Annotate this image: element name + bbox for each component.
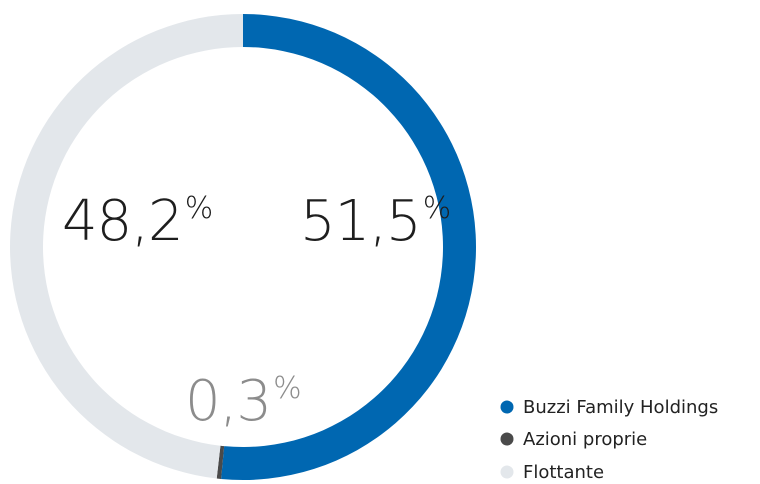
value-label-number: 48,2 [62,189,183,254]
value-label-number: 0,3 [185,369,271,434]
value-label-unit: % [423,191,451,226]
legend-label: Flottante [523,462,604,480]
value-label: 51,5% [300,189,450,254]
legend-marker [500,400,514,414]
legend-marker [500,432,514,446]
value-label-number: 51,5 [300,189,421,254]
value-label: 48,2% [62,189,212,254]
value-label-unit: % [273,371,301,406]
value-label: 0,3% [185,369,301,434]
donut-slice [10,14,243,479]
legend-label: Azioni proprie [523,429,647,450]
value-label-unit: % [185,191,213,226]
legend-label: Buzzi Family Holdings [523,397,718,418]
legend-marker [500,465,514,479]
donut-slice [216,445,225,479]
donut-slice [221,14,477,480]
